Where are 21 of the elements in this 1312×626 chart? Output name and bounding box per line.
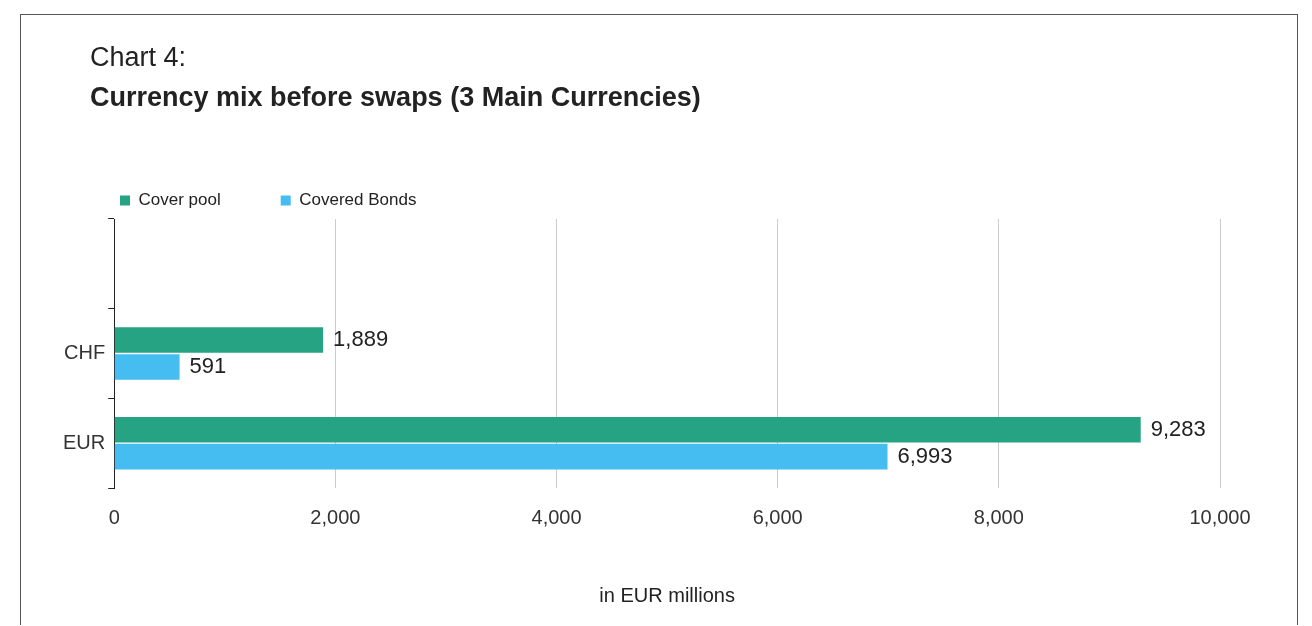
x-tick-label: 8,000 bbox=[973, 505, 1024, 528]
data-label: 591 bbox=[189, 353, 227, 379]
chart-subtitle: Currency mix before swaps (3 Main Currencies) bbox=[90, 82, 701, 113]
x-tick-label: 2,000 bbox=[310, 505, 361, 528]
bar bbox=[114, 443, 888, 470]
legend-label: Cover pool bbox=[138, 190, 221, 210]
x-tick-label: 0 bbox=[108, 505, 120, 528]
x-axis-title: in EUR millions bbox=[599, 583, 735, 606]
x-tick-label: 6,000 bbox=[752, 505, 803, 528]
bar bbox=[114, 354, 180, 380]
x-tick-label: 4,000 bbox=[531, 505, 582, 528]
data-label: 9,283 bbox=[1150, 415, 1206, 441]
data-label: 1,889 bbox=[333, 326, 389, 352]
y-tick-label: CHF bbox=[64, 341, 106, 364]
chart-title: Chart 4: bbox=[90, 42, 187, 73]
x-tick-label: 10,000 bbox=[1189, 505, 1251, 528]
bar bbox=[114, 416, 1141, 443]
legend-label: Covered Bonds bbox=[299, 190, 417, 210]
data-label: 6,993 bbox=[897, 442, 953, 468]
y-tick-label: EUR bbox=[62, 430, 106, 453]
bar bbox=[114, 327, 324, 353]
